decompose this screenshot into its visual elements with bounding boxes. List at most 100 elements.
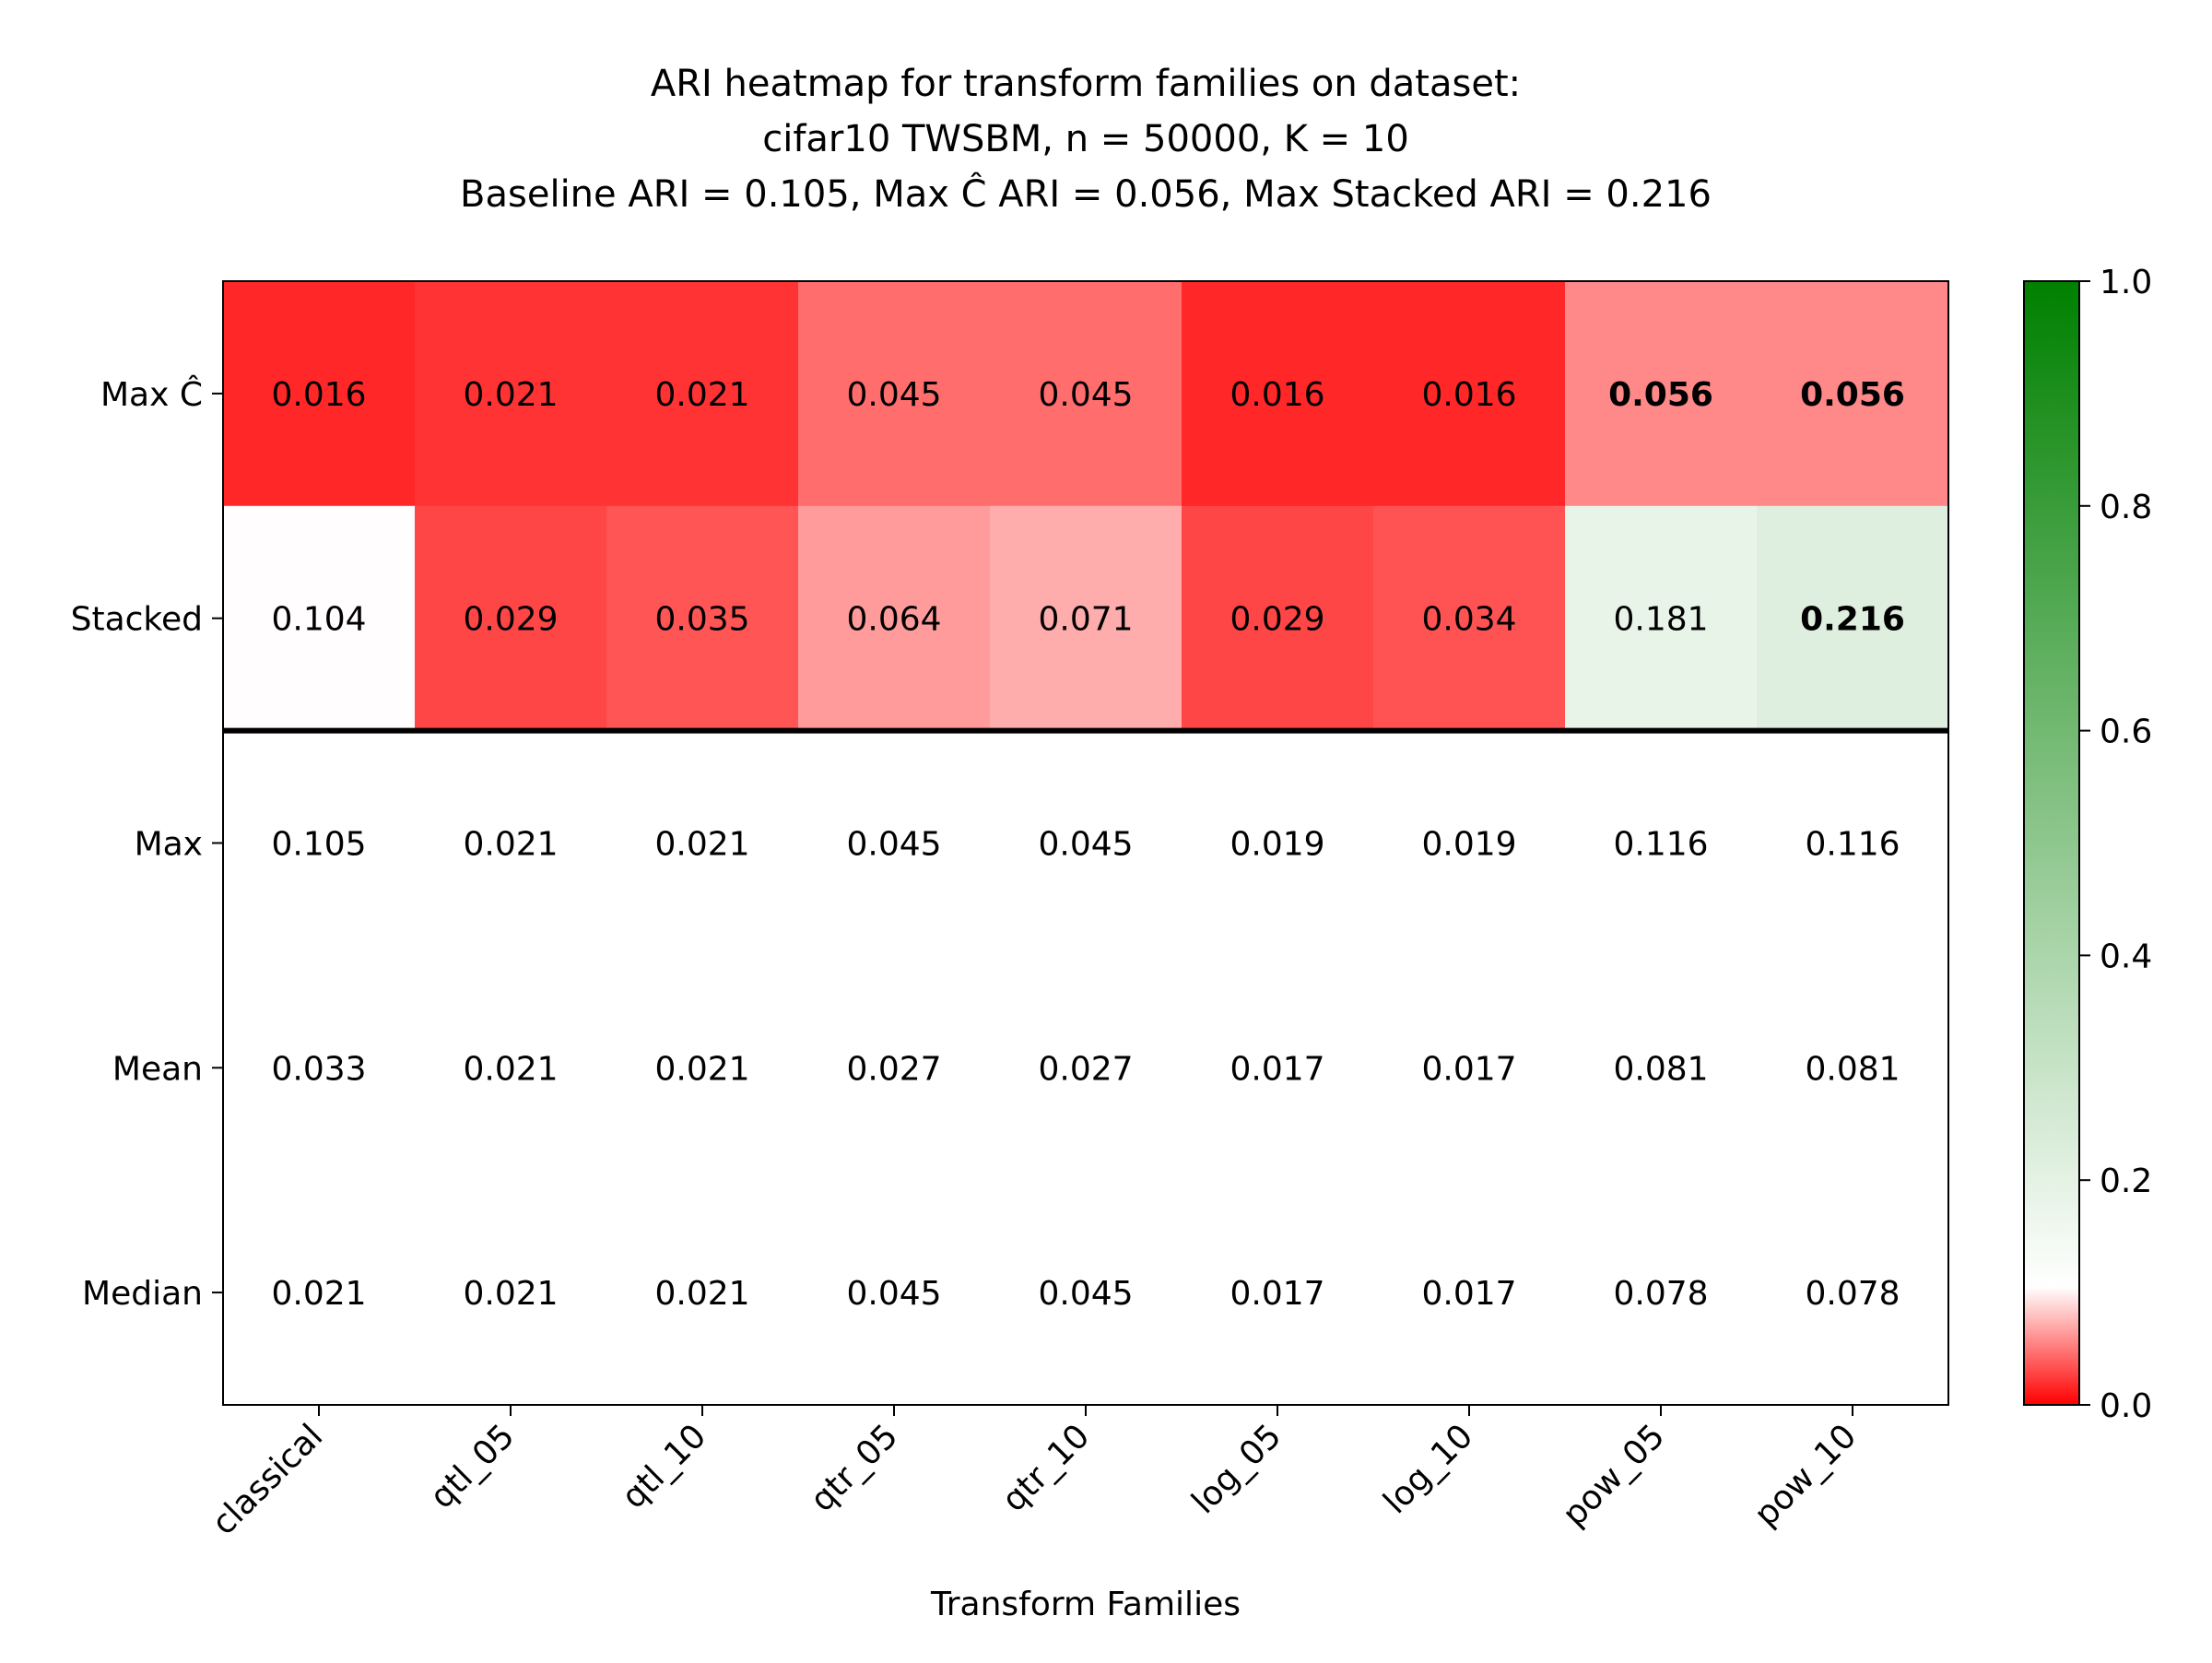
cell-value: 0.116: [1805, 826, 1900, 864]
colorbar-tick-label: 1.0: [2100, 264, 2152, 301]
heatmap-cell: [798, 730, 991, 956]
heatmap-cell: [990, 955, 1182, 1181]
cell-value: 0.056: [1800, 376, 1905, 414]
cell-value: 0.017: [1230, 1275, 1324, 1313]
heatmap-cell: [1757, 955, 1949, 1181]
x-tick-label: log_10: [1376, 1417, 1480, 1521]
cell-value: 0.021: [271, 1275, 366, 1313]
cell-value: 0.021: [654, 826, 749, 864]
cell-value: 0.045: [1038, 826, 1133, 864]
heatmap-cell: [1182, 955, 1374, 1181]
cell-value: 0.021: [654, 1275, 749, 1313]
y-tick-label: Stacked: [71, 601, 203, 639]
cell-value: 0.021: [463, 1275, 558, 1313]
colorbar-tick-label: 0.4: [2100, 938, 2152, 975]
x-tick-label: qtl_10: [615, 1417, 713, 1516]
heatmap-cell: [1373, 1180, 1566, 1406]
cell-value: 0.078: [1805, 1275, 1900, 1313]
heatmap-cell: [798, 1180, 991, 1406]
heatmap-cell: [606, 281, 799, 507]
cell-value: 0.021: [654, 376, 749, 414]
heatmap-cell: [415, 955, 607, 1181]
heatmap-cell: [223, 955, 416, 1181]
heatmap-cell: [990, 505, 1182, 732]
y-tick-label: Median: [82, 1275, 203, 1313]
heatmap-cell: [1565, 281, 1758, 507]
cell-value: 0.019: [1421, 826, 1516, 864]
cell-value: 0.045: [1038, 376, 1133, 414]
heatmap-cell: [415, 1180, 607, 1406]
heatmap-cell: [990, 730, 1182, 956]
heatmap-cell: [1182, 730, 1374, 956]
cell-value: 0.045: [846, 376, 941, 414]
x-tick-label: log_05: [1184, 1417, 1288, 1521]
heatmap-cell: [223, 505, 416, 732]
cell-value: 0.071: [1038, 601, 1133, 639]
cell-value: 0.017: [1230, 1050, 1324, 1088]
heatmap-cell: [415, 730, 607, 956]
heatmap-cell: [990, 281, 1182, 507]
colorbar-bar: [2023, 280, 2080, 1406]
heatmap-cell: [798, 505, 991, 732]
cell-value: 0.081: [1805, 1050, 1900, 1088]
heatmap-cell: [1757, 1180, 1949, 1406]
heatmap-cell: [1373, 730, 1566, 956]
heatmap-cell: [1565, 505, 1758, 732]
heatmap-cell: [990, 1180, 1182, 1406]
cell-value: 0.021: [463, 826, 558, 864]
cell-value: 0.033: [271, 1050, 366, 1088]
cell-value: 0.045: [846, 1275, 941, 1313]
cell-value: 0.027: [846, 1050, 941, 1088]
heatmap-cell: [415, 505, 607, 732]
cell-value: 0.021: [654, 1050, 749, 1088]
heatmap-cell: [1565, 1180, 1758, 1406]
y-axis: Max Ĉ Stacked Max Mean Median: [71, 375, 223, 1313]
heatmap-cell: [1757, 281, 1949, 507]
cell-value: 0.116: [1613, 826, 1708, 864]
cell-value: 0.216: [1800, 601, 1905, 639]
plot-frame: [222, 280, 1949, 1406]
heatmap-cell: [1565, 955, 1758, 1181]
heatmap-cell: [415, 281, 607, 507]
cell-value: 0.104: [271, 601, 366, 639]
heatmap-cell: [798, 281, 991, 507]
cell-value: 0.064: [846, 601, 941, 639]
x-axis: classical qtl_05 qtl_10 qtr_05 qtr_10 log_05 l…: [205, 1405, 1864, 1542]
cell-value: 0.016: [1421, 376, 1516, 414]
cell-value: 0.029: [463, 601, 558, 639]
colorbar-tick-label: 0.0: [2100, 1387, 2152, 1425]
cell-value: 0.021: [463, 1050, 558, 1088]
heatmap-cell: [606, 730, 799, 956]
cell-value: 0.035: [654, 601, 749, 639]
cell-value: 0.045: [846, 826, 941, 864]
heatmap-cell: [1373, 955, 1566, 1181]
x-tick-label: qtl_05: [423, 1417, 522, 1516]
x-tick-label: pow_10: [1747, 1417, 1865, 1534]
heatmap-cell: [606, 955, 799, 1181]
cell-value: 0.017: [1421, 1050, 1516, 1088]
cell-value: 0.081: [1613, 1050, 1708, 1088]
cell-value: 0.017: [1421, 1275, 1516, 1313]
heatmap-cell: [1565, 730, 1758, 956]
colorbar-tick-label: 0.6: [2100, 714, 2152, 751]
cell-value: 0.029: [1230, 601, 1324, 639]
title-line: Baseline ARI = 0.105, Max Ĉ ARI = 0.056,…: [460, 171, 1712, 216]
y-tick-label: Max: [135, 826, 203, 864]
y-tick-label: Mean: [112, 1050, 203, 1088]
heatmap-cell: [1757, 505, 1949, 732]
heatmap-cell: [606, 505, 799, 732]
title-line: cifar10 TWSBM, n = 50000, K = 10: [762, 118, 1409, 160]
cell-value: 0.021: [463, 376, 558, 414]
heatmap-cell: [1182, 1180, 1374, 1406]
cell-value: 0.034: [1421, 601, 1516, 639]
plot-border: [222, 280, 1949, 1406]
cell-value: 0.105: [271, 826, 366, 864]
heatmap-cell: [223, 281, 416, 507]
heatmap-cell: [1373, 281, 1566, 507]
x-tick-label: qtr_10: [995, 1417, 1098, 1519]
heatmap-cell: [1757, 730, 1949, 956]
cell-value: 0.019: [1230, 826, 1324, 864]
cell-value: 0.027: [1038, 1050, 1133, 1088]
